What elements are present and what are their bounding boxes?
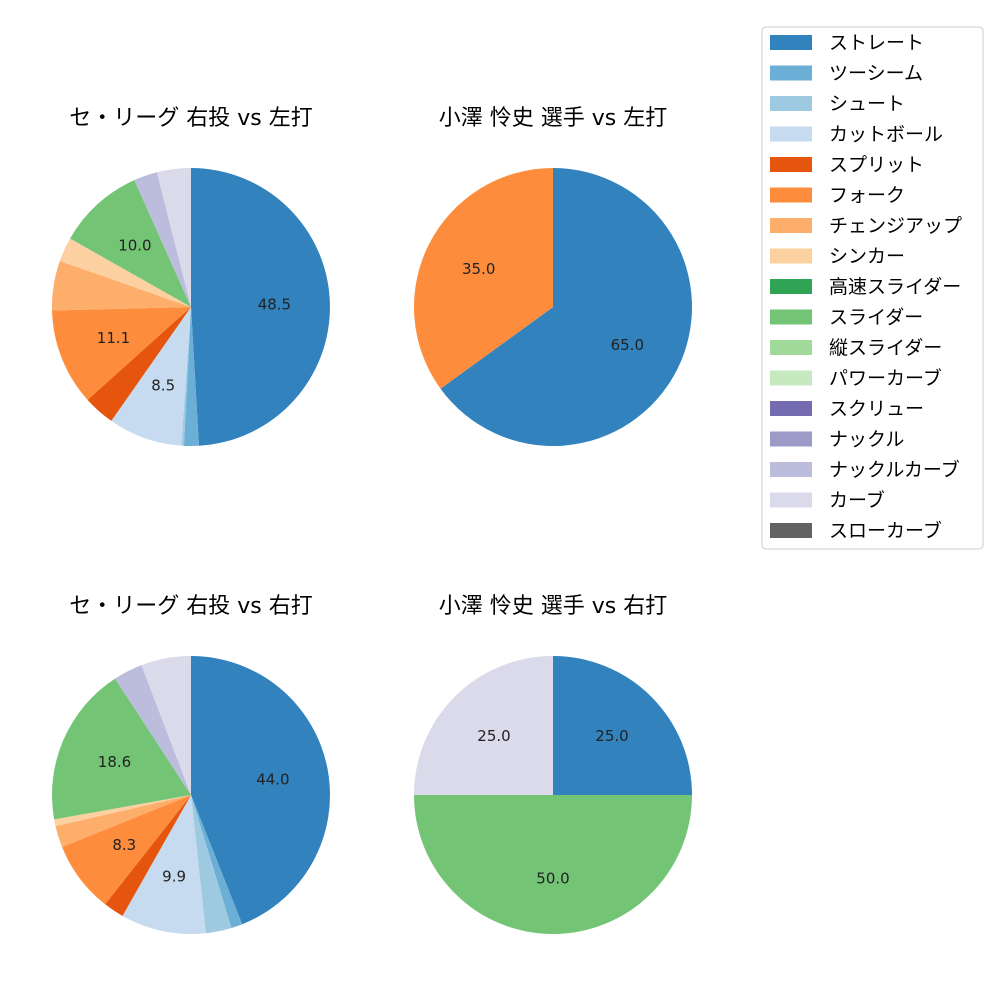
pie-chart-3: 44.0 9.9 8.3 18.6 [52, 656, 331, 935]
legend-label: ストレート [829, 32, 924, 54]
slice-value-label: 25.0 [477, 727, 510, 745]
pie-slice [183, 307, 199, 446]
pie-slice [191, 656, 331, 925]
pie-slice [440, 168, 693, 446]
slice-value-label: 8.3 [112, 836, 136, 854]
chart-title-pitcher-vs-left: 小澤 怜史 選手 vs 左打 [439, 106, 667, 131]
slice-value-label: 35.0 [462, 260, 495, 278]
legend-label: ナックル [829, 429, 904, 451]
legend-swatch [770, 157, 812, 172]
legend-label: スクリュー [829, 398, 924, 420]
pie-chart-2: 65.0 35.0 [414, 168, 693, 446]
pie-slice [156, 168, 191, 307]
pie-slice [191, 168, 330, 446]
legend-label: カットボール [829, 124, 943, 146]
slice-value-label: 48.5 [258, 296, 291, 314]
pie-slice [51, 261, 191, 311]
slice-value-label: 25.0 [595, 727, 628, 745]
pie-slice [191, 795, 243, 928]
pie-slice [54, 795, 192, 827]
legend-swatch [770, 431, 812, 447]
pie-chart-1: 48.5 8.5 11.1 10.0 [51, 168, 330, 446]
pie-slice [141, 656, 191, 795]
slice-value-label: 10.0 [118, 236, 151, 254]
pie-slice [115, 665, 191, 795]
legend-label: 縦スライダー [829, 337, 942, 359]
legend-swatch [770, 523, 812, 538]
pie-slice [414, 656, 553, 795]
pie-chart-4: 25.0 50.0 25.0 [414, 656, 692, 934]
chart-title-league-vs-right: セ・リーグ 右投 vs 右打 [69, 594, 312, 619]
pie-slice [414, 168, 553, 389]
slice-value-label: 65.0 [611, 336, 644, 354]
legend-swatch [770, 35, 812, 50]
legend-label: 高速スライダー [829, 276, 961, 298]
pie-slice [191, 795, 232, 934]
pie-slice [62, 795, 192, 905]
slice-value-label: 9.9 [162, 868, 186, 886]
legend-label: ナックルカーブ [829, 458, 960, 481]
legend-label: カーブ [829, 489, 885, 512]
legend-swatch [770, 248, 812, 264]
legend-swatch [770, 126, 812, 142]
pie-slice [134, 172, 191, 307]
legend: ストレートツーシームシュートカットボールスプリットフォークチェンジアップシンカー… [761, 26, 984, 550]
pie-slice [181, 307, 191, 446]
legend-label: スライダー [829, 307, 923, 329]
pie-charts: 48.5 8.5 11.1 10.0 65.0 35.0 44.0 9.9 8.3 18.6 25.… [51, 168, 693, 935]
legend-label: チェンジアップ [829, 215, 962, 237]
legend-label: シンカー [829, 246, 905, 268]
pie-slice [70, 180, 191, 307]
pie-slice [122, 795, 206, 935]
slice-value-label: 18.6 [98, 753, 131, 771]
slice-value-label: 44.0 [256, 770, 289, 788]
pie-slice [111, 307, 191, 446]
legend-frame [761, 26, 984, 550]
legend-label: シュート [829, 93, 905, 115]
pie-slice [52, 678, 191, 820]
legend-label: パワーカーブ [829, 367, 942, 390]
slice-value-label: 11.1 [97, 329, 130, 347]
slice-value-label: 8.5 [151, 377, 175, 395]
chart-title-pitcher-vs-right: 小澤 怜史 選手 vs 右打 [439, 594, 667, 619]
legend-swatch [770, 492, 812, 508]
legend-label: フォーク [829, 185, 905, 207]
legend-swatch [770, 187, 812, 203]
legend-swatch [770, 218, 812, 233]
chart-title-league-vs-left: セ・リーグ 右投 vs 左打 [69, 106, 312, 131]
pie-slice [55, 795, 191, 847]
slice-value-label: 50.0 [536, 869, 569, 887]
legend-swatch [770, 462, 812, 477]
legend-label: スプリット [829, 154, 924, 176]
pie-slice [59, 238, 191, 307]
legend-swatch [770, 279, 812, 294]
pie-slice [414, 795, 692, 934]
pie-slice [87, 307, 191, 421]
legend-label: ツーシーム [829, 63, 923, 85]
legend-swatch [770, 309, 812, 325]
legend-swatch [770, 340, 812, 355]
legend-swatch [770, 401, 812, 416]
pie-slice [52, 307, 191, 400]
legend-swatch [770, 370, 812, 386]
legend-swatch [770, 65, 812, 81]
legend-swatch [770, 96, 812, 111]
pie-slice [105, 795, 191, 916]
pie-slice [553, 656, 692, 795]
legend-label: スローカーブ [829, 519, 942, 542]
